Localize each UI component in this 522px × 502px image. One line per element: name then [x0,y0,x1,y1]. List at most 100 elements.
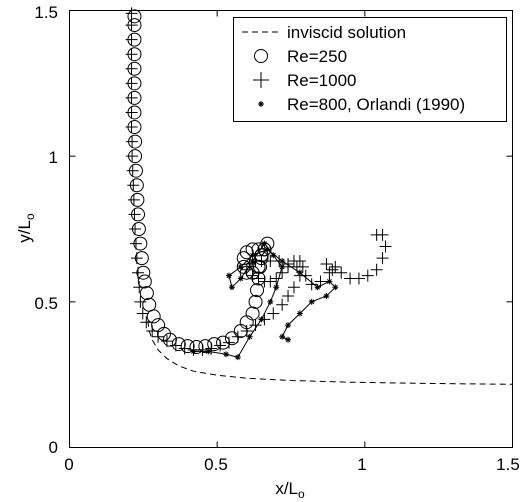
x-axis-label-main: x/L [275,479,298,498]
x-tick-label: 0 [64,455,73,474]
data-point-asterisk [264,246,271,253]
x-tick-label: 0.5 [204,455,228,474]
legend-marker-plus [253,72,269,88]
data-point-plus [287,255,300,268]
data-point-circle [250,283,265,298]
data-point-asterisk [225,272,232,279]
x-tick-label: 1 [357,455,366,474]
data-point-asterisk [258,316,265,323]
data-point-circle [142,297,157,312]
y-tick-label: 1.5 [34,3,58,22]
y-tick-labels: 0 0.5 1 1.5 [34,3,58,457]
data-point-plus [370,263,383,276]
data-point-plus [127,193,140,206]
data-point-plus [335,266,348,279]
y-axis-label-main: y/L [15,220,34,243]
legend-entry-re250: Re=250 [287,47,347,66]
data-point-asterisk [279,333,286,340]
data-point-plus [125,106,138,119]
data-point-asterisk [296,269,303,276]
data-point-plus [125,62,138,75]
data-point-plus [169,339,182,352]
data-point-plus [243,257,256,270]
data-point-plus [276,298,289,311]
data-point-plus [125,48,138,61]
data-point-plus [214,339,227,352]
data-point-plus [323,266,336,279]
data-point-plus [140,316,153,329]
data-point-plus [352,272,365,285]
data-point-plus [133,281,146,294]
y-axis-label-subscript: o [23,213,37,220]
y-axis-label: y/Lo [15,213,37,243]
data-point-asterisk [205,348,212,355]
data-point-asterisk [223,351,230,358]
legend-box [233,17,507,122]
data-point-asterisk [296,310,303,317]
legend-marker-asterisk [258,101,264,107]
data-point-plus [287,281,300,294]
data-point-circle [162,332,177,347]
data-point-asterisk [249,258,256,265]
data-point-circle [139,286,154,301]
data-point-plus [205,342,218,355]
legend-entry-orlandi: Re=800, Orlandi (1990) [287,95,465,114]
x-axis-label-subscript: o [298,487,305,501]
y-tick-label: 0 [49,438,58,457]
data-point-plus [125,91,138,104]
series-layer [125,7,513,385]
data-point-asterisk [279,258,286,265]
data-point-plus [329,260,342,273]
data-point-plus [246,269,259,282]
data-point-plus [160,335,173,348]
data-point-asterisk [285,336,292,343]
data-point-asterisk [228,284,235,291]
data-point-asterisk [323,293,330,300]
data-point-plus [320,257,333,270]
data-point-plus [125,19,138,32]
plot-frame [69,10,513,448]
data-point-plus [125,77,138,90]
data-point-plus [252,272,265,285]
data-point-plus [152,330,165,343]
y-tick-label: 1 [49,148,58,167]
data-point-plus [129,237,142,250]
data-point-plus [126,164,139,177]
data-point-asterisk [308,298,315,305]
data-point-plus [127,179,140,192]
data-point-asterisk [267,298,274,305]
data-point-plus [146,324,159,337]
data-point-asterisk [246,333,253,340]
data-point-asterisk [249,252,256,259]
data-point-plus [282,290,295,303]
data-point-plus [299,269,312,282]
legend-entry-inviscid: inviscid solution [287,23,406,42]
data-point-asterisk [326,278,333,285]
data-point-plus [267,307,280,320]
data-point-asterisk [234,354,241,361]
data-point-circle [224,331,239,346]
data-point-plus [270,272,283,285]
data-point-circle [180,339,195,354]
data-point-asterisk [190,348,197,355]
data-point-asterisk [237,275,244,282]
data-point-plus [222,336,235,349]
data-point-circle [127,9,142,24]
data-point-asterisk [285,322,292,329]
data-point-circle [207,337,222,352]
data-point-plus [370,228,383,241]
data-point-plus [282,257,295,270]
data-point-asterisk [279,263,286,270]
data-point-plus [125,33,138,46]
data-point-plus [305,278,318,291]
data-point-plus [326,263,339,276]
series-re-1000 [125,7,392,356]
axis-ticks [69,10,513,448]
data-point-plus [361,269,374,282]
data-point-plus [129,223,142,235]
x-tick-labels: 0 0.5 1 1.5 [64,455,520,474]
data-point-circle [198,339,213,354]
data-point-asterisk [237,263,244,270]
data-point-circle [137,274,152,289]
